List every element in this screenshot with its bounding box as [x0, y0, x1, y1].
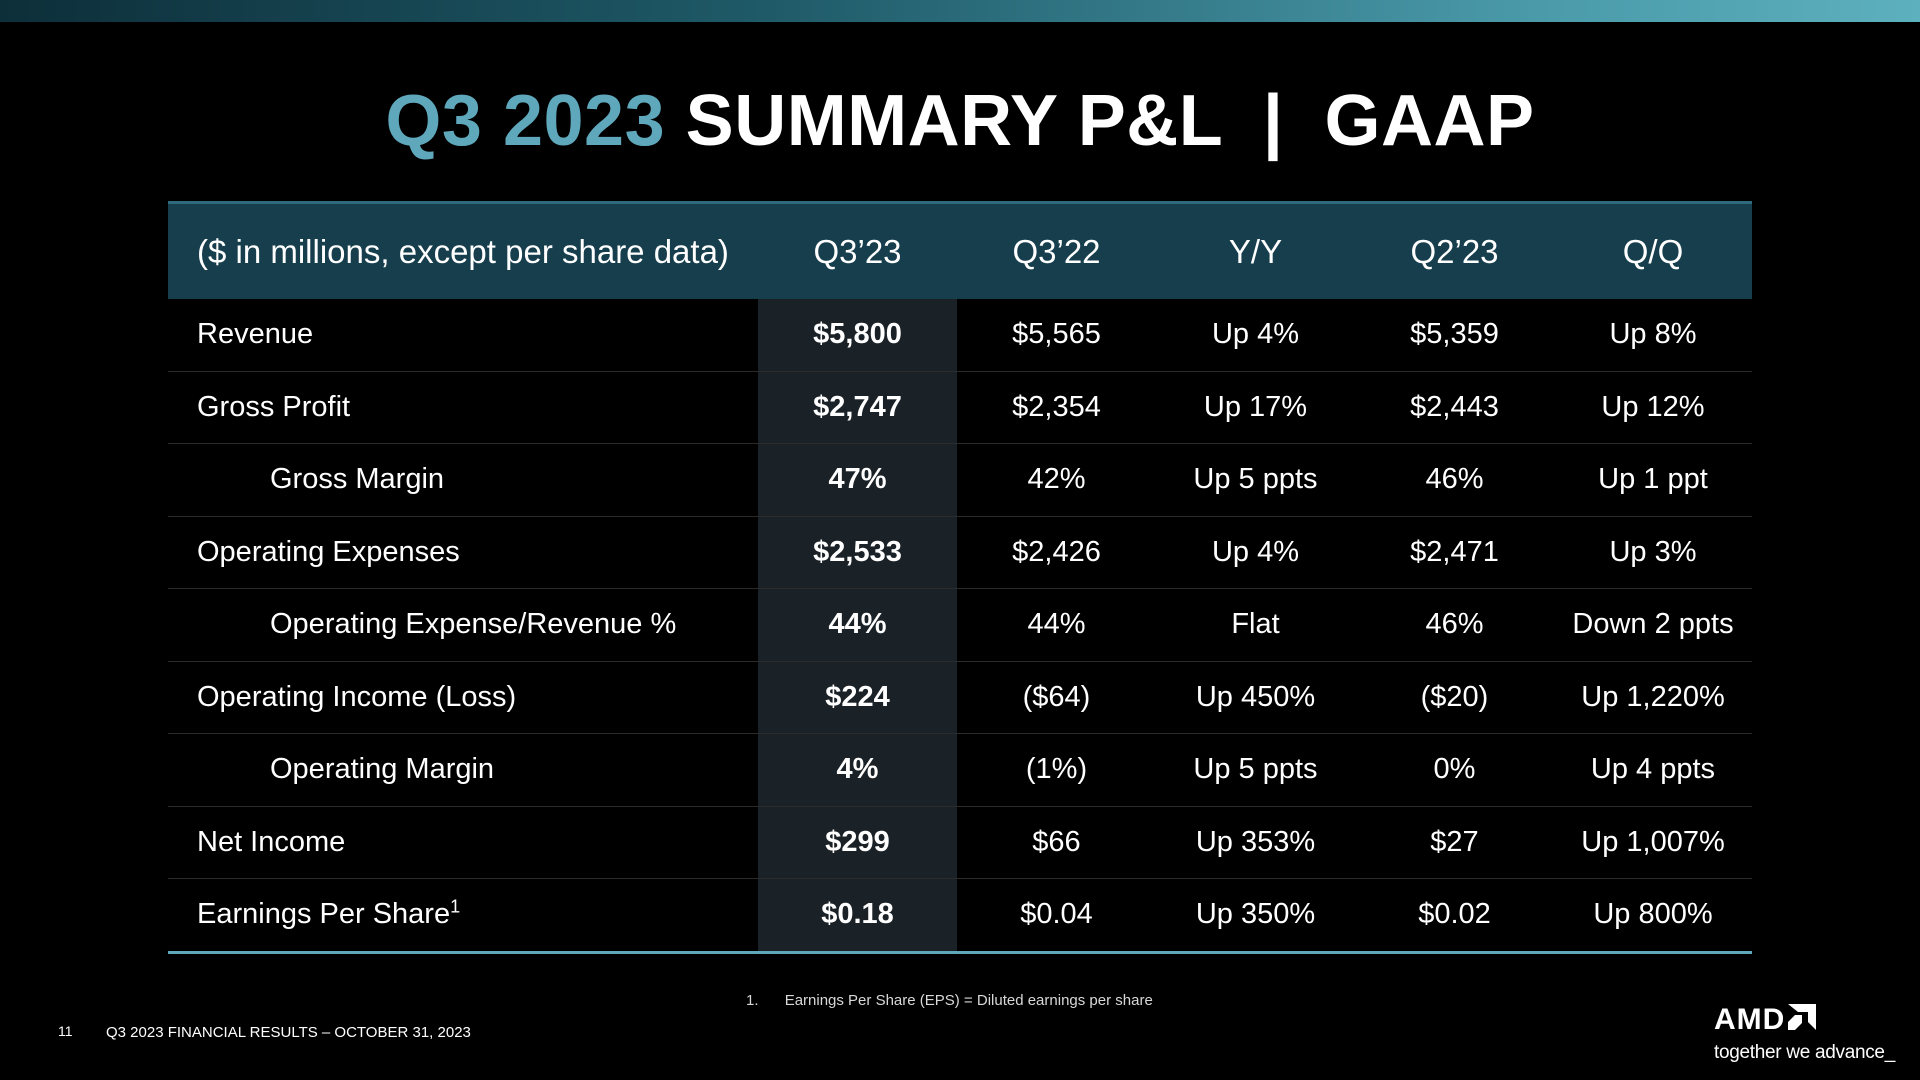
summary-pl-table: ($ in millions, except per share data) Q… [168, 201, 1752, 954]
cell-q3-22: $0.04 [957, 878, 1156, 954]
header-label: ($ in millions, except per share data) [197, 232, 729, 270]
cell-qq: Up 1,007% [1554, 806, 1752, 879]
cell-qq: Up 1,220% [1554, 661, 1752, 734]
cell-q3-23: $5,800 [758, 299, 957, 372]
cell-q3-23: $224 [758, 661, 957, 734]
row-label: Operating Expenses [168, 516, 758, 589]
cell-yy: Flat [1156, 588, 1355, 662]
cell-q3-23: $2,533 [758, 516, 957, 589]
cell-q2-23: ($20) [1355, 661, 1554, 734]
footnote-number: 1. [746, 992, 759, 1009]
cell-yy: Up 350% [1156, 878, 1355, 954]
table-row: Operating Margin 4% (1%) Up 5 ppts 0% Up… [168, 733, 1752, 807]
logo-wordmark: AMD [1714, 1004, 1894, 1036]
row-label: Revenue [168, 299, 758, 372]
cell-q2-23: $27 [1355, 806, 1554, 879]
cell-qq: Up 4 ppts [1554, 733, 1752, 807]
cell-yy: Up 5 ppts [1156, 733, 1355, 807]
header-yy: Y/Y [1228, 232, 1283, 270]
header-q3-22: Q3’22 [1012, 232, 1101, 270]
table-row: Gross Profit $2,747 $2,354 Up 17% $2,443… [168, 371, 1752, 444]
row-label: Operating Expense/Revenue % [168, 588, 758, 662]
top-accent-bar [0, 0, 1920, 22]
cell-yy: Up 4% [1156, 299, 1355, 372]
footnote-marker: 1 [450, 896, 461, 917]
table-row: Operating Income (Loss) $224 ($64) Up 45… [168, 661, 1752, 734]
page-number: 11 [58, 1023, 73, 1039]
cell-q3-22: 44% [957, 588, 1156, 662]
row-label: Net Income [168, 806, 758, 879]
cell-q3-23: $2,747 [758, 371, 957, 444]
amd-logo: AMD together we advance_ [1714, 1004, 1895, 1064]
row-label: Operating Income (Loss) [168, 661, 758, 734]
cell-q3-22: (1%) [957, 733, 1156, 807]
cell-yy: Up 4% [1156, 516, 1355, 589]
cell-q3-22: $2,354 [957, 371, 1156, 444]
header-q3-23: Q3’23 [758, 202, 957, 299]
table-header-row: ($ in millions, except per share data) Q… [168, 202, 1752, 299]
title-period: Q3 2023 [385, 81, 666, 161]
cell-q3-23: $0.18 [758, 878, 957, 954]
row-label-eps: Earnings Per Share1 [168, 878, 758, 954]
cell-q3-22: $5,565 [957, 299, 1156, 372]
cell-q3-22: ($64) [957, 661, 1156, 734]
cell-qq: Up 1 ppt [1554, 443, 1752, 517]
cell-yy: Up 5 ppts [1156, 443, 1355, 517]
cell-q3-23: 47% [758, 443, 957, 517]
cell-qq: Up 8% [1554, 299, 1752, 372]
cell-qq: Down 2 ppts [1554, 588, 1752, 662]
row-label: Gross Margin [168, 443, 758, 517]
table-row: Earnings Per Share1 $0.18 $0.04 Up 350% … [168, 878, 1752, 954]
footer-text: Q3 2023 FINANCIAL RESULTS – OCTOBER 31, … [106, 1024, 471, 1041]
footnote-text: Earnings Per Share (EPS) = Diluted earni… [784, 992, 1153, 1009]
amd-arrow-icon [1788, 1004, 1817, 1036]
table-row: Operating Expenses $2,533 $2,426 Up 4% $… [168, 516, 1752, 589]
row-label: Operating Margin [168, 733, 758, 807]
cell-q3-22: $66 [957, 806, 1156, 879]
table-row: Net Income $299 $66 Up 353% $27 Up 1,007… [168, 806, 1752, 879]
logo-text: AMD [1714, 1003, 1786, 1036]
header-q2-23: Q2’23 [1410, 232, 1499, 270]
cell-q2-23: $2,443 [1355, 371, 1554, 444]
cell-q3-23: $299 [758, 806, 957, 879]
table-row: Gross Margin 47% 42% Up 5 ppts 46% Up 1 … [168, 443, 1752, 517]
cell-yy: Up 353% [1156, 806, 1355, 879]
cell-q3-22: 42% [957, 443, 1156, 517]
cell-q3-22: $2,426 [957, 516, 1156, 589]
table-row: Operating Expense/Revenue % 44% 44% Flat… [168, 588, 1752, 662]
cell-qq: Up 3% [1554, 516, 1752, 589]
footnote: 1. Earnings Per Share (EPS) = Diluted ea… [746, 992, 1153, 1009]
cell-q2-23: $0.02 [1355, 878, 1554, 954]
cell-q2-23: 0% [1355, 733, 1554, 807]
table-row: Revenue $5,800 $5,565 Up 4% $5,359 Up 8% [168, 299, 1752, 372]
cell-q2-23: 46% [1355, 588, 1554, 662]
cell-yy: Up 450% [1156, 661, 1355, 734]
tagline: together we advance_ [1714, 1042, 1895, 1063]
cell-q3-23: 4% [758, 733, 957, 807]
header-qq: Q/Q [1622, 232, 1684, 270]
cell-q2-23: $2,471 [1355, 516, 1554, 589]
cell-q2-23: 46% [1355, 443, 1554, 517]
cell-q2-23: $5,359 [1355, 299, 1554, 372]
row-label: Gross Profit [168, 371, 758, 444]
slide-title: Q3 2023 SUMMARY P&L | GAAP [0, 80, 1920, 162]
cell-yy: Up 17% [1156, 371, 1355, 444]
title-main: SUMMARY P&L | GAAP [685, 81, 1535, 161]
cell-q3-23: 44% [758, 588, 957, 662]
cell-qq: Up 12% [1554, 371, 1752, 444]
row-label-text: Earnings Per Share [197, 898, 451, 931]
cell-qq: Up 800% [1554, 878, 1752, 954]
